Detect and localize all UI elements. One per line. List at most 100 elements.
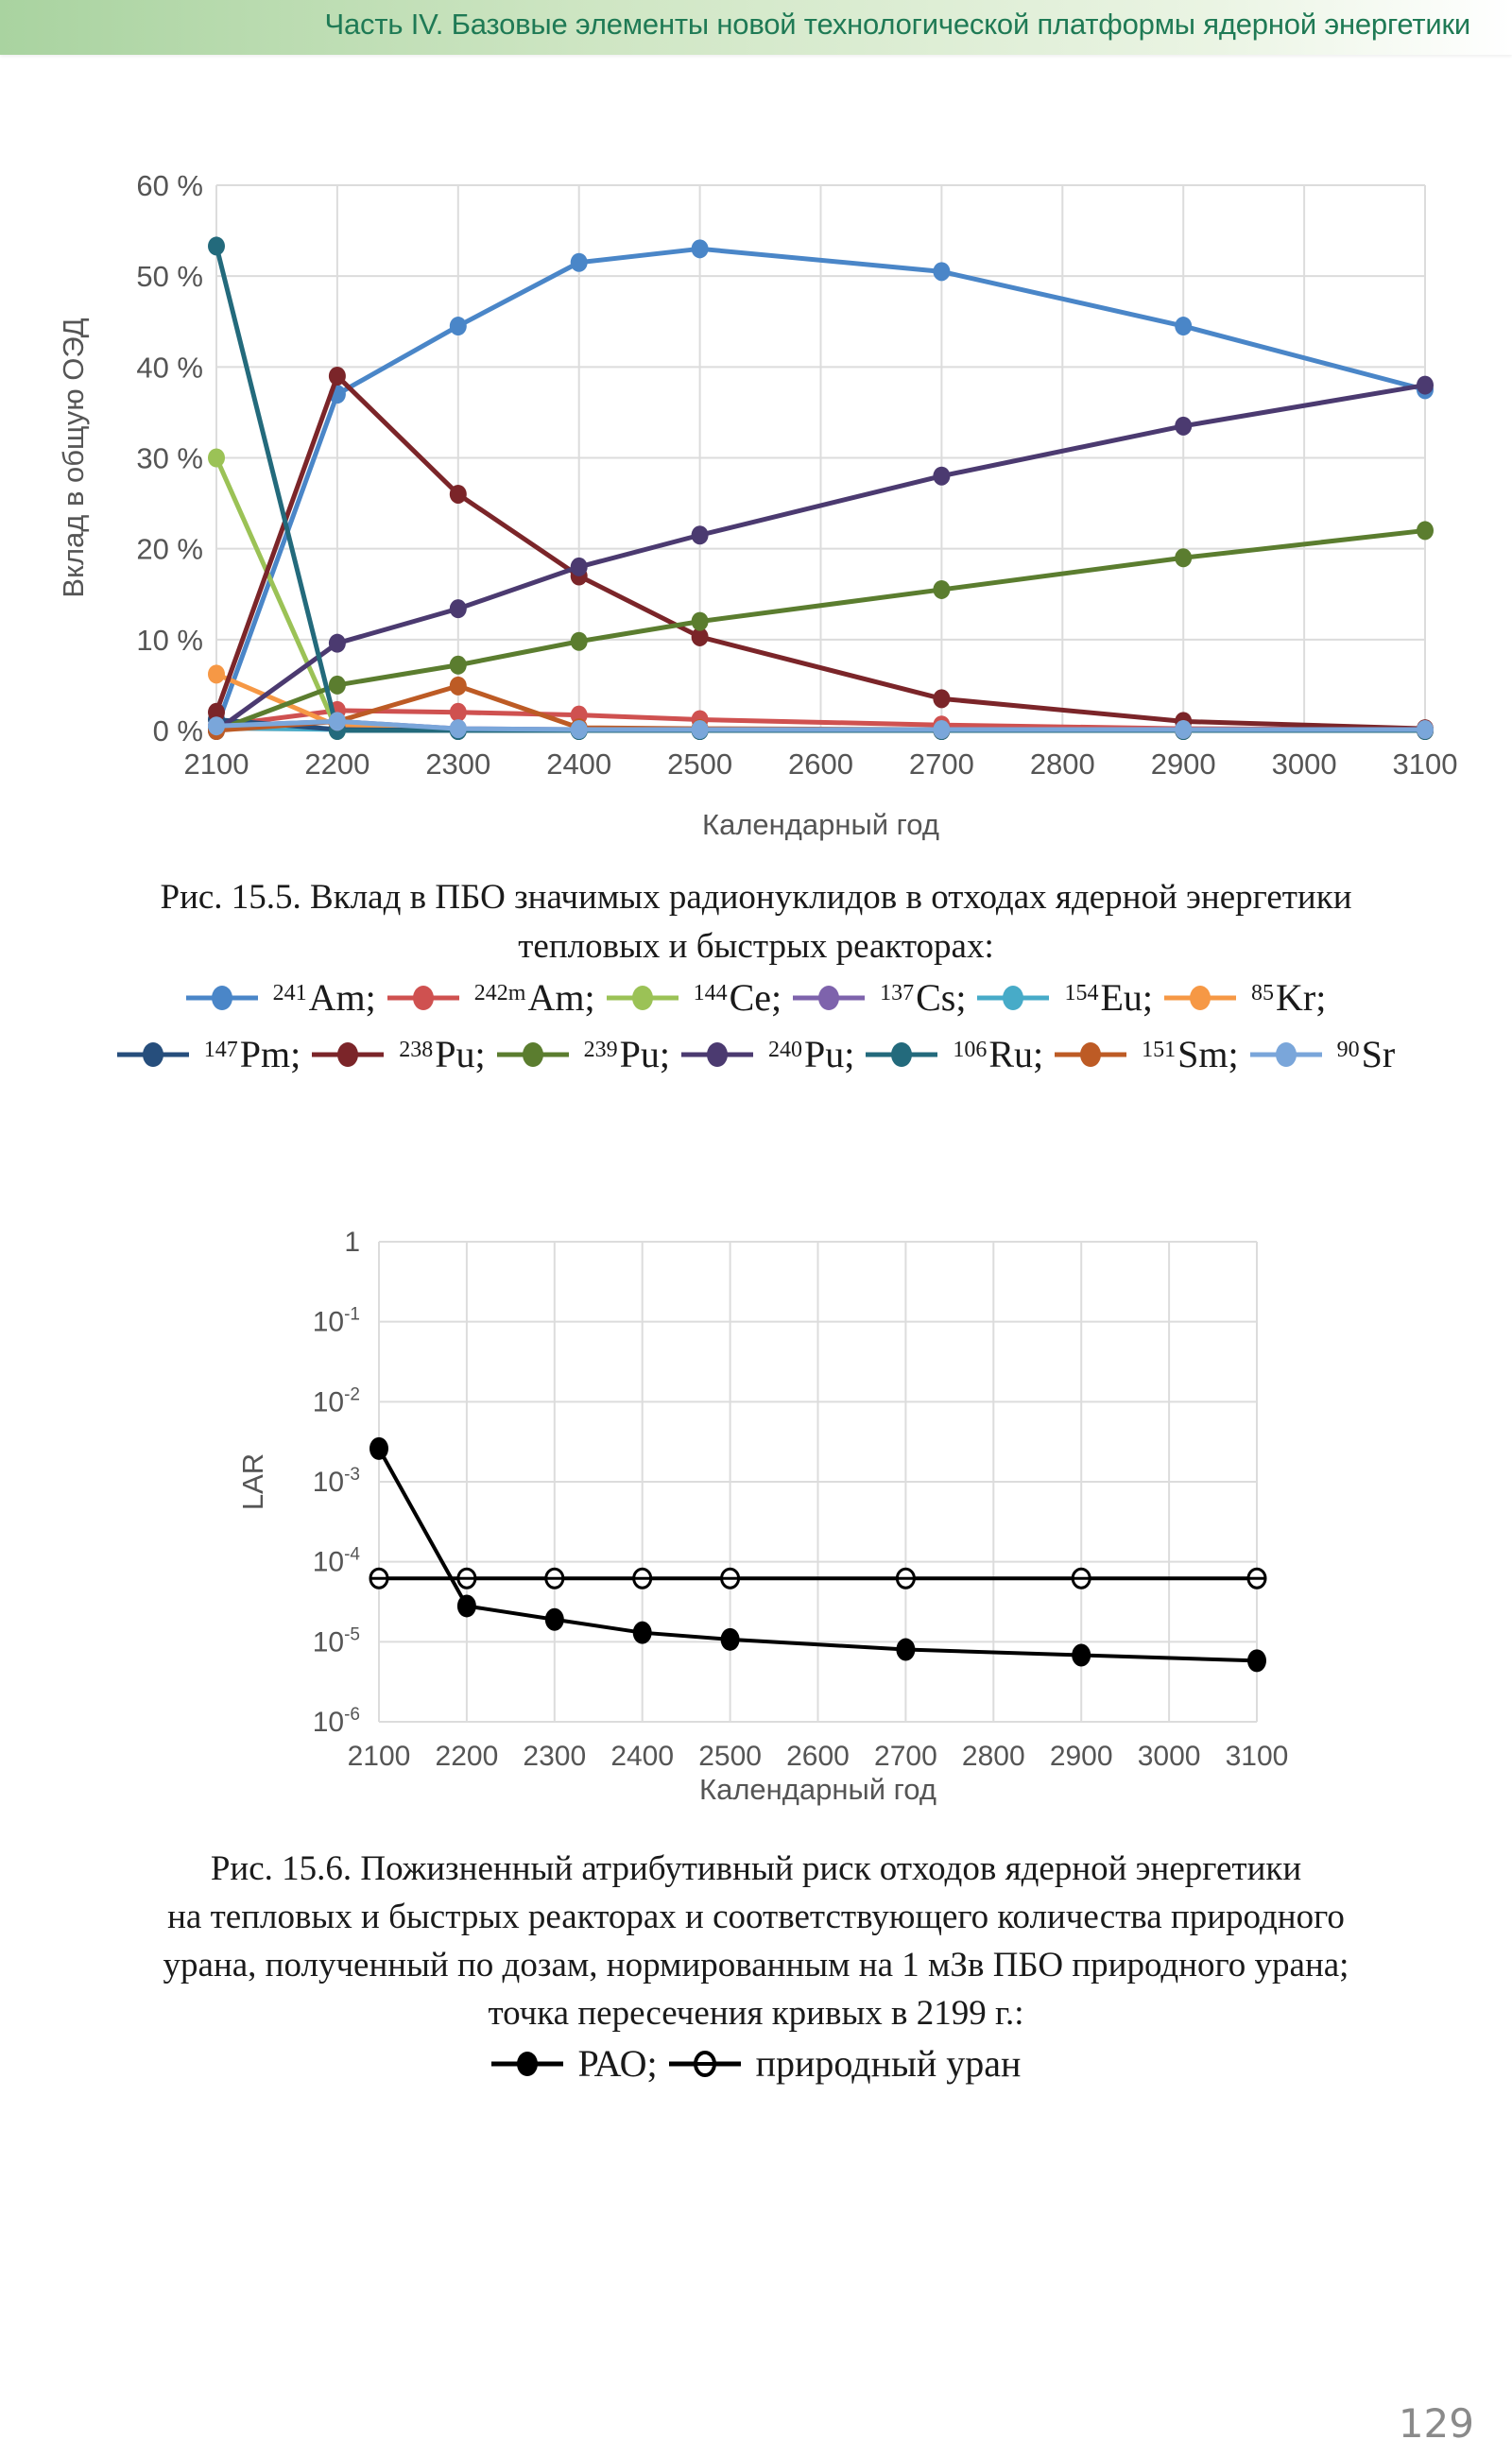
y-axis-label: LAR (236, 1453, 269, 1510)
data-point (449, 676, 467, 696)
data-point (208, 702, 225, 722)
running-header-title: Часть IV. Базовые элементы новой техноло… (324, 8, 1471, 41)
y-tick-label: 0 % (153, 714, 203, 747)
legend-item-151-sm: 151 Sm; (1055, 1032, 1239, 1076)
y-tick-label: 10-1 (313, 1305, 360, 1338)
legend-mass-number: 238 (399, 1038, 434, 1062)
series-line (214, 373, 1426, 731)
data-point (720, 1627, 740, 1651)
legend-item-147-pm: 147 Pm; (116, 1032, 301, 1076)
legend-item-238-pu: 238 Pu; (312, 1032, 486, 1076)
data-point (570, 252, 588, 272)
x-tick-label: 2300 (425, 747, 490, 781)
grid (215, 184, 1426, 731)
data-point (449, 719, 467, 739)
legend-mass-number: 154 (1064, 981, 1099, 1005)
x-tick-label: 3000 (1138, 1741, 1201, 1772)
series-line (377, 1447, 1258, 1663)
data-point (896, 1638, 916, 1661)
x-tick-label: 2100 (348, 1741, 411, 1772)
data-point (1175, 548, 1193, 568)
legend-label-rao: РАО; (577, 2042, 658, 2085)
data-point (691, 239, 709, 259)
legend-mass-number: 106 (953, 1038, 988, 1062)
x-tick-label: 2300 (523, 1741, 586, 1772)
data-point (691, 627, 709, 646)
series-90-sr (208, 712, 1434, 740)
y-tick-label: 10-2 (313, 1384, 360, 1418)
x-tick-label: 2600 (788, 747, 853, 781)
y-tick-label: 20 % (136, 533, 203, 566)
legend-mass-number: 85 (1251, 981, 1275, 1005)
legend-mass-number: 242m (473, 981, 526, 1005)
y-tick-label: 40 % (136, 351, 203, 384)
line-marker-icon (1249, 1041, 1322, 1067)
x-tick-label: 3100 (1393, 747, 1458, 781)
y-tick-label: 10-4 (313, 1545, 361, 1578)
figure-15-6-caption-line-4: точка пересечения кривых в 2199 г.: (488, 1994, 1024, 2033)
data-point (544, 1607, 564, 1631)
legend-mass-number: 147 (203, 1038, 238, 1062)
radionuclide-contribution-chart: 2100 2200 2300 2400 2500 2600 2700 2800 2900 3000… (57, 169, 1458, 841)
series-241-am (208, 239, 1434, 738)
data-point (1175, 317, 1193, 336)
data-point (328, 633, 346, 653)
series-line (215, 383, 1426, 733)
data-point (449, 599, 467, 619)
line-marker-icon (387, 985, 459, 1010)
data-point (691, 611, 709, 631)
data-point (449, 655, 467, 675)
data-point (449, 702, 467, 722)
series-line (215, 718, 1425, 732)
figure-15-5-caption: Рис. 15.5. Вклад в ПБО значимых радионук… (38, 873, 1474, 971)
line-marker-icon (1164, 985, 1237, 1010)
legend-item-137-cs: 137 Cs; (793, 975, 966, 1020)
data-point (369, 1436, 388, 1460)
open-circle-marker-icon (668, 2050, 741, 2077)
line-marker-icon (793, 985, 866, 1010)
figure-15-5-legend-row-2: 147 Pm; 238 Pu; 239 Pu; 240 Pu; 106 Ru; 151 Sm; 90 Sr (0, 1032, 1512, 1076)
legend-element-symbol: Ce; (729, 976, 782, 1019)
y-tick-label: 50 % (136, 260, 203, 293)
data-point (208, 716, 225, 736)
legend-item-239-pu: 239 Pu; (496, 1032, 670, 1076)
legend-item-85-kr: 85 Kr; (1164, 975, 1326, 1020)
data-point (933, 262, 951, 282)
data-point (449, 484, 467, 504)
data-point (208, 236, 225, 256)
data-point (933, 720, 951, 740)
data-point (328, 675, 346, 695)
figure-15-6-caption-line-3: урана, полученный по дозам, нормированны… (163, 1946, 1349, 1984)
legend-item-90-sr: 90 Sr (1249, 1032, 1395, 1076)
data-point (456, 1594, 476, 1618)
legend-element-symbol: Kr; (1276, 976, 1327, 1019)
figure-15-5-legend-row-1: 241 Am; 242m Am; 144 Ce; 137 Cs; 154 Eu; 85 Kr; (0, 975, 1512, 1020)
figure-15-6-caption-line-1: Рис. 15.6. Пожизненный атрибутивный риск… (210, 1849, 1302, 1888)
figure-15-6-caption-line-2: на тепловых и быстрых реакторах и соотве… (167, 1898, 1345, 1936)
legend-item-154-eu: 154 Eu; (977, 975, 1153, 1020)
lar-risk-chart: 2100 2200 2300 2400 2500 2600 2700 2800 2900 3000… (236, 1227, 1288, 1806)
legend-item-144-ce: 144 Ce; (606, 975, 782, 1020)
legend-item-rao: РАО; (490, 2041, 658, 2086)
legend-element-symbol: Sm; (1177, 1033, 1239, 1075)
legend-item-242m-am: 242m Am; (387, 975, 595, 1020)
y-tick-label: 60 % (136, 169, 203, 202)
x-axis-label: Календарный год (699, 1773, 936, 1806)
data-point (691, 525, 709, 545)
data-point (1247, 1649, 1266, 1673)
data-point (570, 720, 588, 740)
line-marker-icon (977, 985, 1050, 1010)
y-tick-label: 30 % (136, 442, 203, 475)
filled-circle-marker-icon (490, 2051, 563, 2076)
data-point (1417, 521, 1434, 541)
line-marker-icon (185, 985, 258, 1010)
legend-element-symbol: Cs; (916, 976, 967, 1019)
figure-15-5-caption-line-1: Рис. 15.5. Вклад в ПБО значимых радионук… (160, 878, 1352, 917)
y-tick-label: 1 (344, 1227, 360, 1258)
legend-mass-number: 90 (1336, 1038, 1360, 1062)
grid (378, 1241, 1258, 1723)
legend-element-symbol: Am; (527, 976, 595, 1019)
data-point (632, 1621, 652, 1644)
legend-element-symbol: Pm; (239, 1033, 301, 1075)
legend-mass-number: 144 (693, 981, 728, 1005)
